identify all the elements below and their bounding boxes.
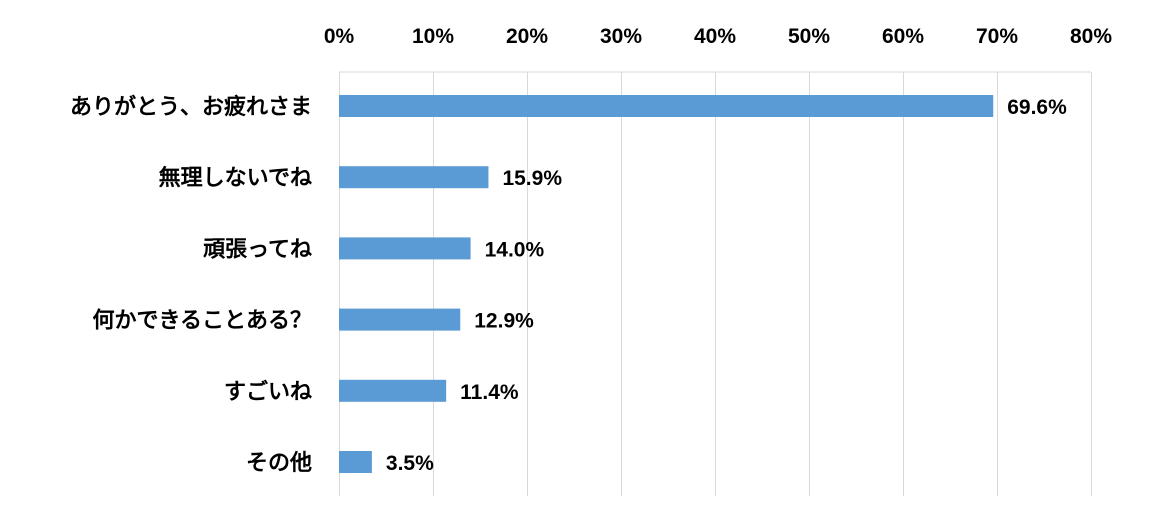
category-label: すごいね <box>224 379 312 405</box>
x-tick-label: 70% <box>976 25 1018 48</box>
data-label: 11.4% <box>460 381 519 404</box>
x-tick-label: 20% <box>506 25 548 48</box>
data-labels: 69.6% 15.9% 14.0% 12.9% 11.4% 3.5% <box>386 96 1067 475</box>
x-tick-label: 80% <box>1070 25 1112 48</box>
data-label: 3.5% <box>386 452 434 475</box>
x-tick-label: 60% <box>882 25 924 48</box>
bar <box>339 379 447 402</box>
data-label: 14.0% <box>485 238 545 261</box>
gridlines <box>339 71 1092 496</box>
x-tick-label: 50% <box>788 25 830 48</box>
bars <box>339 95 994 473</box>
bar <box>339 166 489 189</box>
x-tick-label: 30% <box>600 25 642 48</box>
bar <box>339 308 461 331</box>
x-tick-label: 10% <box>412 25 454 48</box>
category-label: 頑張ってね <box>203 237 312 262</box>
category-label: ありがとう、お疲れさま <box>70 94 312 120</box>
bar <box>339 237 471 260</box>
data-label: 12.9% <box>474 310 534 333</box>
bar <box>339 95 994 117</box>
category-label: その他 <box>246 451 312 476</box>
category-label: 無理しないでね <box>159 165 312 191</box>
x-tick-label: 40% <box>694 25 736 48</box>
category-label: 何かできることある？ <box>92 308 312 334</box>
x-axis-tick-labels: 0% 10% 20% 30% 40% 50% 60% 70% 80% <box>324 25 1113 48</box>
data-label: 69.6% <box>1007 96 1067 119</box>
x-tick-label: 0% <box>324 25 355 48</box>
bar <box>339 451 372 473</box>
data-label: 15.9% <box>502 167 562 190</box>
